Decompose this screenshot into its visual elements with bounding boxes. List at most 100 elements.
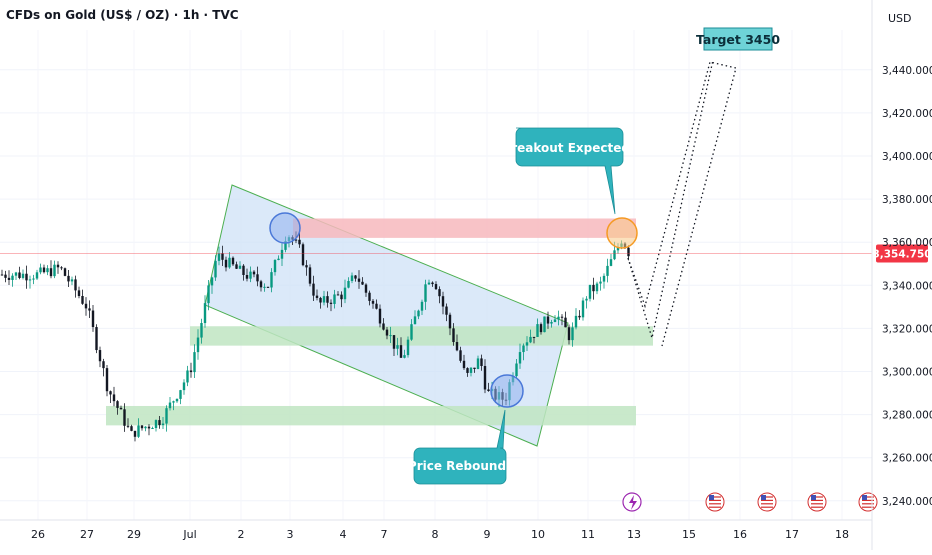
x-tick-label: 2: [238, 528, 245, 541]
breakout-callout-box: [515, 127, 624, 215]
candle-body: [280, 249, 284, 259]
x-tick-label: 29: [127, 528, 141, 541]
support-upper-zone: [190, 326, 653, 346]
candle-body: [588, 284, 592, 299]
candle-body: [210, 277, 214, 286]
candle-body: [361, 281, 364, 285]
candle-body: [487, 389, 490, 391]
candle-body: [249, 271, 252, 279]
candle-body: [179, 390, 182, 399]
candle-body: [91, 310, 95, 328]
candle-body: [452, 328, 455, 343]
projection-path-a: [627, 59, 714, 341]
candle-body: [112, 394, 116, 402]
candle-body: [49, 268, 53, 277]
candle-body: [70, 279, 74, 282]
us-flag-icon: [705, 492, 725, 512]
candle-body: [616, 246, 620, 251]
candle-body: [532, 336, 536, 338]
candle-body: [564, 317, 567, 328]
candle-body: [336, 294, 340, 296]
candle-body: [448, 314, 452, 329]
candle-body: [196, 337, 200, 353]
candles-layer: [0, 231, 630, 442]
candle-body: [224, 259, 228, 268]
candle-body: [529, 336, 532, 343]
candle-body: [483, 365, 487, 390]
y-tick-label: 3,360.000: [882, 237, 932, 249]
candle-body: [165, 408, 168, 424]
candle-body: [385, 329, 389, 336]
rebound-callout-text: Price Rebound: [408, 459, 506, 473]
candle-body: [473, 367, 476, 369]
candle-body: [581, 300, 585, 318]
candle-body: [186, 370, 189, 383]
candle-body: [571, 327, 574, 341]
candle-body: [315, 295, 319, 298]
candle-body: [252, 271, 256, 275]
us-flag-canton: [761, 495, 766, 500]
candle-body: [382, 323, 385, 330]
y-tick-label: 3,440.000: [882, 65, 932, 77]
x-tick-label: 27: [80, 528, 94, 541]
candle-body: [392, 335, 396, 349]
x-tick-label: 17: [785, 528, 799, 541]
candle-body: [175, 398, 179, 402]
candle-body: [140, 425, 144, 429]
rebound-circle: [490, 374, 524, 408]
candle-body: [39, 267, 42, 273]
candle-body: [347, 281, 350, 288]
candle-body: [231, 257, 235, 265]
candle-body: [364, 284, 368, 293]
candle-body: [368, 292, 371, 301]
candle-body: [326, 296, 329, 303]
candle-body: [214, 260, 217, 278]
y-tick-label: 3,340.000: [882, 280, 932, 292]
candle-body: [410, 324, 413, 340]
candle-body: [182, 382, 186, 391]
candle-body: [88, 308, 91, 311]
candle-body: [158, 420, 161, 426]
candle-body: [130, 426, 133, 431]
candle-body: [445, 306, 448, 315]
currency-label[interactable]: USD: [888, 12, 912, 25]
candle-body: [7, 277, 11, 280]
candle-body: [417, 310, 420, 317]
candle-body: [273, 260, 277, 273]
candle-body: [480, 358, 483, 366]
candle-body: [343, 287, 347, 300]
us-flag-icon: [807, 492, 827, 512]
candle-body: [154, 420, 158, 428]
candle-body: [613, 250, 616, 260]
candle-body: [585, 298, 588, 301]
candle-body: [84, 303, 88, 309]
candle-body: [308, 267, 312, 284]
candle-body: [592, 284, 595, 292]
candle-body: [371, 300, 375, 304]
candle-body: [25, 273, 28, 281]
candle-body: [172, 401, 175, 403]
candle-body: [67, 275, 70, 282]
candle-body: [399, 345, 403, 358]
candle-body: [0, 274, 4, 276]
candle-body: [284, 241, 287, 250]
y-tick-label: 3,420.000: [882, 108, 932, 120]
candle-body: [147, 426, 151, 429]
candle-body: [354, 275, 357, 279]
candle-body: [574, 315, 578, 328]
candle-body: [102, 361, 105, 369]
y-tick-label: 3,300.000: [882, 367, 932, 379]
candle-body: [217, 253, 221, 261]
candle-body: [207, 285, 210, 304]
candle-body: [74, 279, 77, 291]
candle-body: [378, 308, 382, 324]
candle-body: [200, 323, 203, 338]
x-tick-label: 18: [835, 528, 849, 541]
candle-body: [46, 268, 49, 273]
candle-body: [602, 275, 606, 282]
candle-body: [98, 350, 102, 362]
candle-body: [168, 402, 172, 409]
candle-body: [18, 272, 21, 278]
candle-body: [238, 265, 242, 269]
